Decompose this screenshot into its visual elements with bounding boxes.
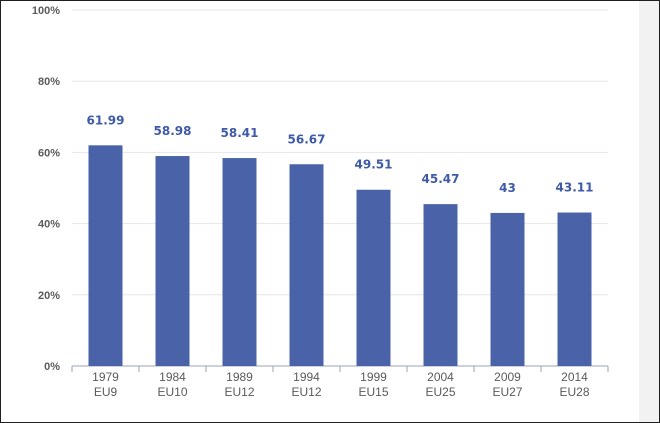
y-tick-label: 40% bbox=[38, 219, 60, 231]
x-tick-label-year: 1984 bbox=[159, 370, 186, 384]
y-tick-label: 80% bbox=[38, 76, 60, 88]
data-label-2004: 45.47 bbox=[422, 172, 460, 186]
x-tick-label-year: 1979 bbox=[92, 370, 119, 384]
data-label-1979: 61.99 bbox=[87, 113, 125, 127]
bar-1984 bbox=[155, 156, 190, 366]
x-tick-label-year: 1999 bbox=[360, 370, 387, 384]
x-tick-label-eu: EU25 bbox=[425, 385, 455, 399]
y-tick-label: 20% bbox=[38, 290, 60, 302]
bar-1994 bbox=[289, 164, 324, 366]
bar-1999 bbox=[356, 189, 391, 366]
x-tick-label-eu: EU28 bbox=[559, 385, 589, 399]
x-tick-label-eu: EU12 bbox=[291, 385, 321, 399]
bars-layer bbox=[88, 145, 592, 366]
y-tick-label: 60% bbox=[38, 147, 60, 159]
bar-2004 bbox=[423, 204, 458, 366]
x-tick-label-eu: EU15 bbox=[358, 385, 388, 399]
x-tick-label-year: 1994 bbox=[293, 370, 320, 384]
data-label-2014: 43.11 bbox=[556, 181, 594, 195]
bar-1989 bbox=[222, 158, 257, 366]
bar-2009 bbox=[490, 212, 525, 366]
x-tick-label-year: 2004 bbox=[427, 370, 454, 384]
bar-1979 bbox=[88, 145, 123, 366]
data-label-1999: 49.51 bbox=[355, 158, 393, 172]
x-tick-label-eu: EU10 bbox=[157, 385, 187, 399]
x-tick-label-year: 2009 bbox=[494, 370, 521, 384]
data-labels-layer: 61.99 58.98 58.41 56.67 49.51 45.47 43 43.11 bbox=[87, 113, 594, 195]
x-tick-label-eu: EU12 bbox=[224, 385, 254, 399]
x-tick-label-eu: EU9 bbox=[94, 385, 118, 399]
axis-layer: 0%20%40%60%80%100%1979EU91984EU101989EU1… bbox=[32, 5, 609, 399]
data-label-1994: 56.67 bbox=[288, 132, 326, 146]
y-tick-label: 100% bbox=[32, 5, 60, 17]
y-tick-label: 0% bbox=[44, 361, 60, 373]
data-label-2009: 43 bbox=[499, 181, 516, 195]
chart-side-strip bbox=[639, 1, 659, 422]
x-tick-label-eu: EU27 bbox=[492, 385, 522, 399]
bar-2014 bbox=[557, 212, 592, 366]
data-label-1989: 58.41 bbox=[221, 126, 259, 140]
x-tick-label-year: 2014 bbox=[561, 370, 588, 384]
x-tick-label-year: 1989 bbox=[226, 370, 253, 384]
grid-layer bbox=[72, 9, 608, 367]
data-label-1984: 58.98 bbox=[154, 124, 192, 138]
